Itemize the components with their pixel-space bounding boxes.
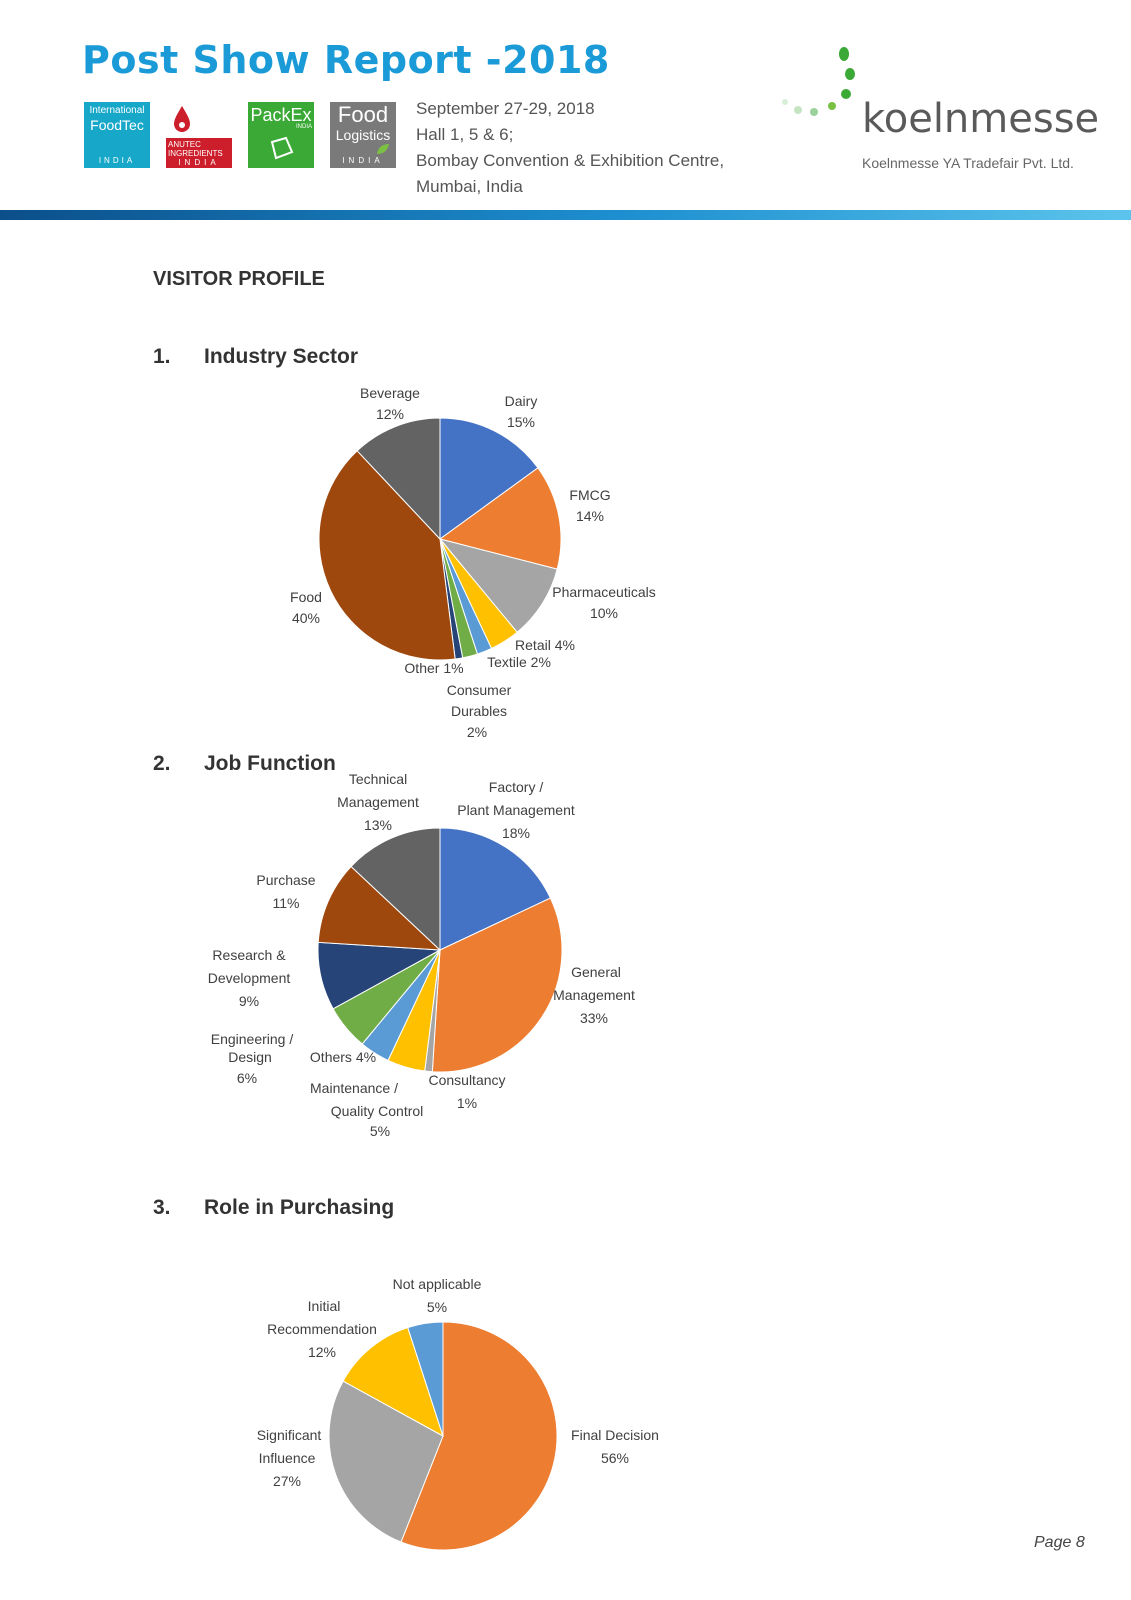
heading-2-label: Job Function [204, 752, 336, 775]
slice-name-label: Food [290, 589, 322, 605]
slice-percent-label: 5% [427, 1299, 447, 1315]
header-bar [0, 210, 1131, 220]
slice-name-label: Consumer [447, 682, 512, 698]
slice-name-label: Management [553, 987, 635, 1003]
event-city: Mumbai, India [416, 177, 523, 196]
slice-percent-label: 18% [502, 825, 530, 841]
slice-name-label: Beverage [360, 385, 420, 401]
slice-percent-label: 6% [237, 1070, 257, 1086]
slice-name-label: Recommendation [267, 1321, 377, 1337]
slice-percent-label: 13% [364, 817, 392, 833]
slice-percent-label: 33% [580, 1010, 608, 1026]
slice-percent-label: 14% [576, 508, 604, 524]
slice-name-label: Technical [349, 771, 407, 787]
packex-logo: PackEx INDIA [248, 102, 314, 168]
pie-slice [350, 827, 441, 952]
slice-percent-label: 12% [376, 406, 404, 422]
pie-slice [407, 1321, 444, 1437]
brand-subtitle: Koelnmesse YA Tradefair Pvt. Ltd. [862, 155, 1074, 171]
report-title: Post Show Report -2018 [82, 38, 610, 82]
slice-percent-label: 12% [308, 1344, 336, 1360]
slice-name-label: Development [208, 970, 291, 986]
pie-slice [317, 865, 442, 951]
slice-name-label: Quality Control [331, 1103, 424, 1119]
slice-name-label: FMCG [569, 487, 610, 503]
drop-icon [172, 104, 192, 134]
event-halls: Hall 1, 5 & 6; [416, 125, 514, 144]
pie-slice [438, 467, 562, 570]
food-logistics-logo: Food Logistics INDIA [330, 102, 396, 168]
box-icon [268, 136, 294, 160]
slice-percent-label: 2% [467, 724, 487, 740]
pie-slice [438, 538, 558, 633]
heading-3-number: 3. [153, 1196, 171, 1219]
slice-name-label: Retail 4% [515, 637, 575, 653]
slice-name-label: Purchase [256, 872, 315, 888]
slice-name-label: Consultancy [428, 1072, 505, 1088]
slice-name-label: Others 4% [310, 1049, 376, 1065]
slice-percent-label: 15% [507, 414, 535, 430]
slice-percent-label: 27% [273, 1473, 301, 1489]
slice-name-label: Research & [212, 947, 286, 963]
slice-name-label: Other 1% [404, 660, 463, 676]
brand-name: koelnmesse [862, 96, 1100, 142]
heading-1-label: Industry Sector [204, 345, 359, 368]
slice-name-label: Textile 2% [487, 654, 551, 670]
slice-percent-label: 5% [370, 1123, 390, 1139]
event-venue: Bombay Convention & Exhibition Centre, [416, 151, 725, 170]
slice-name-label: Engineering / [211, 1031, 294, 1047]
page-number: Page 8 [1034, 1534, 1085, 1551]
pie-slice [439, 417, 539, 540]
slice-name-label: Maintenance / [310, 1080, 398, 1096]
event-info: September 27-29, 2018 Hall 1, 5 & 6; Bom… [416, 96, 724, 200]
slice-name-label: Management [337, 794, 419, 810]
leaf-icon [376, 142, 390, 154]
slice-percent-label: 11% [273, 895, 300, 911]
slice-name-label: Initial [308, 1298, 341, 1314]
heading-3-label: Role in Purchasing [204, 1196, 395, 1219]
pie-slice [318, 450, 456, 661]
slice-name-label: Not applicable [393, 1276, 482, 1292]
slice-name-label: Durables [451, 703, 507, 719]
pie-slice [400, 1321, 558, 1551]
slice-name-label: Dairy [505, 393, 538, 409]
slice-name-label: Influence [259, 1450, 316, 1466]
slice-percent-label: 40% [292, 610, 320, 626]
event-dates: September 27-29, 2018 [416, 99, 595, 118]
slice-name-label: Final Decision [571, 1427, 659, 1443]
pie-slice [328, 1380, 444, 1543]
slice-name-label: General [571, 964, 621, 980]
pie-slice [356, 417, 441, 541]
slice-percent-label: 56% [601, 1450, 629, 1466]
slice-percent-label: 1% [457, 1095, 477, 1111]
heading-1-number: 1. [153, 345, 171, 368]
slice-name-label: Design [228, 1049, 272, 1065]
slice-name-label: Plant Management [457, 802, 575, 818]
slice-percent-label: 9% [239, 993, 259, 1009]
heading-2-number: 2. [153, 752, 171, 775]
anutec-logo: ANUTEC INGREDIENTS INDIA [166, 102, 232, 168]
slice-name-label: Factory / [489, 779, 544, 795]
slice-name-label: Significant [257, 1427, 322, 1443]
pie-slice [439, 827, 552, 951]
pie-slice [342, 1326, 444, 1438]
foodtec-logo: International FoodTec INDIA [84, 102, 150, 168]
anutec-band [166, 138, 232, 168]
slice-name-label: Pharmaceuticals [552, 584, 656, 600]
pie-slice [431, 897, 563, 1073]
section-title: VISITOR PROFILE [153, 268, 325, 290]
slice-percent-label: 10% [590, 605, 618, 621]
koelnmesse-dots-icon [782, 47, 855, 116]
